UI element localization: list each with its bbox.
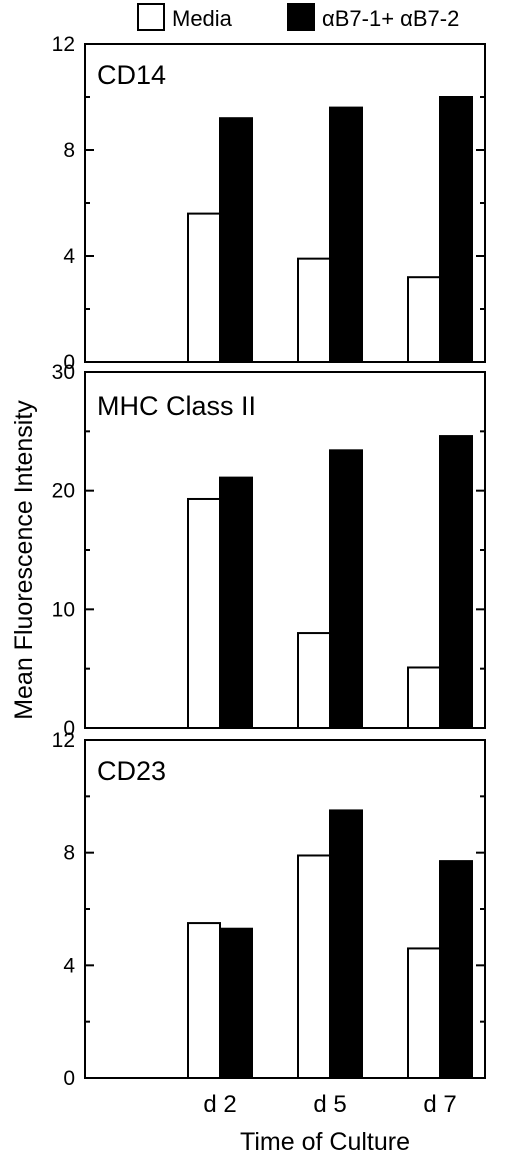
bar-ab7-d2 (219, 927, 253, 1080)
legend-swatch-ab7 (287, 3, 315, 31)
bar-media-d2 (187, 497, 221, 729)
y-tick-label: 30 (52, 361, 75, 384)
x-category-labels: d 2 d 5 d 7 (203, 1091, 456, 1118)
bar-ab7-d2 (219, 117, 253, 363)
y-tick-label: 10 (52, 598, 75, 621)
y-tick-label: 20 (52, 480, 75, 503)
y-axis-title: Mean Fluorescence Intensity (10, 400, 38, 720)
bar-ab7-d5 (329, 449, 363, 729)
panel-cd14: CD14 0 4 8 12 (52, 33, 486, 374)
panel-title: MHC Class II (97, 391, 256, 421)
y-tick-label: 12 (52, 729, 75, 752)
y-tick-label: 0 (63, 717, 75, 740)
bar-media-d5 (297, 257, 331, 363)
x-tick-label: d 2 (203, 1091, 236, 1118)
x-tick-label: d 5 (313, 1091, 346, 1118)
legend-label-media: Media (172, 6, 233, 31)
bar-ab7-d7 (439, 96, 473, 363)
x-tick-label: d 7 (423, 1091, 456, 1118)
bar-media-d5 (297, 632, 331, 729)
panel-cd23: CD23 0 4 8 12 (52, 729, 486, 1090)
x-axis-title: Time of Culture (240, 1128, 410, 1156)
legend-swatch-media (137, 3, 165, 31)
bar-ab7-d7 (439, 860, 473, 1079)
bar-media-d5 (297, 854, 331, 1079)
bar-media-d2 (187, 922, 221, 1079)
legend-label-ab7: αB7-1+ αB7-2 (322, 6, 459, 31)
y-tick-label: 8 (63, 139, 75, 162)
y-tick-label: 0 (63, 351, 75, 374)
y-tick-label: 4 (63, 954, 75, 977)
legend: Media αB7-1+ αB7-2 (137, 3, 459, 31)
bar-media-d2 (187, 212, 221, 363)
panel-title: CD14 (97, 60, 166, 90)
bar-ab7-d5 (329, 106, 363, 363)
panel-title: CD23 (97, 756, 166, 786)
bar-ab7-d5 (329, 809, 363, 1080)
bar-media-d7 (407, 276, 441, 364)
bar-ab7-d2 (219, 476, 253, 730)
bar-media-d7 (407, 947, 441, 1080)
y-tick-label: 8 (63, 842, 75, 865)
bar-media-d7 (407, 666, 441, 729)
y-tick-label: 0 (63, 1067, 75, 1090)
y-tick-label: 12 (52, 33, 75, 56)
bar-ab7-d7 (439, 435, 473, 729)
y-tick-label: 4 (63, 245, 75, 268)
panel-mhc-class-ii: MHC Class II 0 10 20 30 (52, 361, 486, 740)
